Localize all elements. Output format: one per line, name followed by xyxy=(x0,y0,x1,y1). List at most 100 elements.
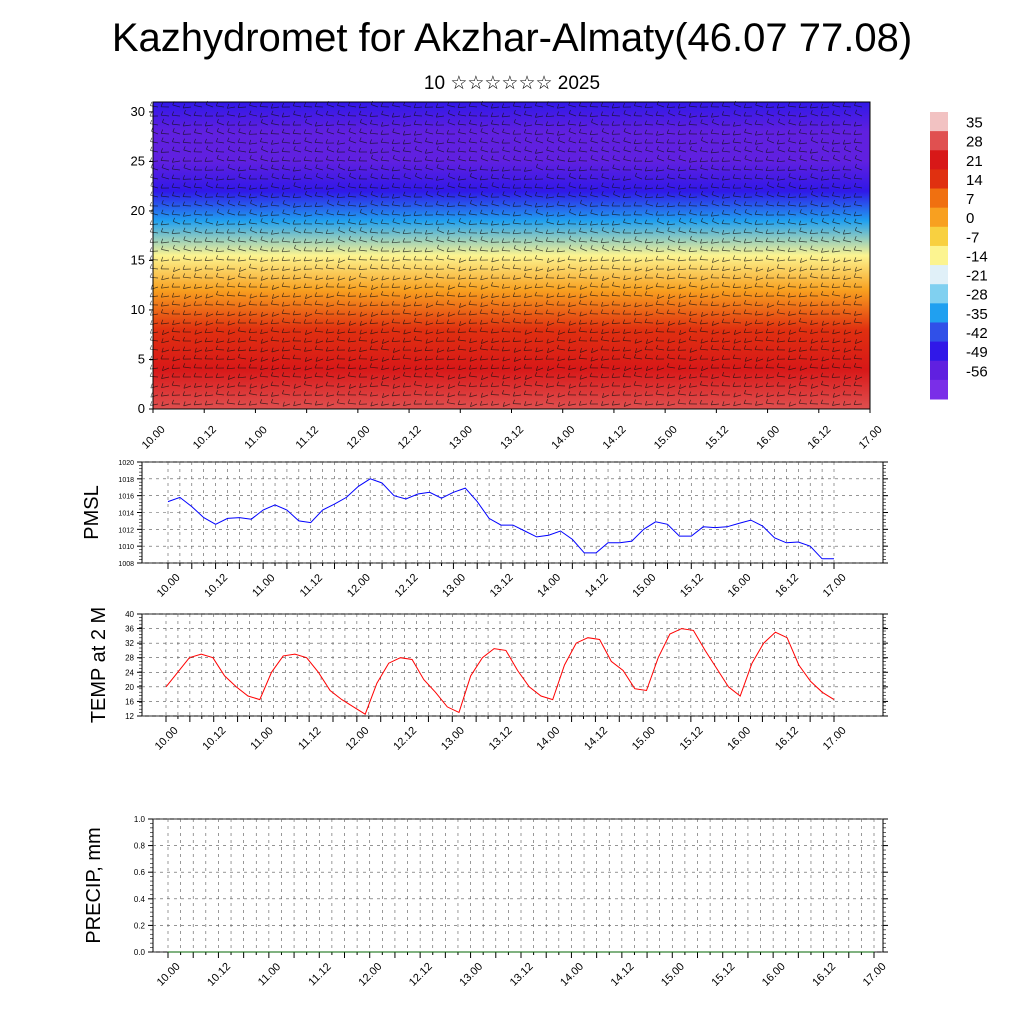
wind-barb-flag xyxy=(809,148,813,154)
precip-y-tick-label: 1.0 xyxy=(134,815,146,824)
wind-barb xyxy=(150,167,159,171)
wind-barb-flag xyxy=(644,184,648,190)
wind-barb xyxy=(568,205,577,208)
wind-barb-flag xyxy=(523,346,526,351)
wind-barb xyxy=(314,142,324,144)
wind-barb-flag xyxy=(315,172,318,177)
wind-barb-flag xyxy=(336,193,340,198)
wind-barb-flag xyxy=(161,338,164,343)
wind-barb-flag xyxy=(853,310,857,316)
wind-barb xyxy=(513,385,522,389)
wind-barb xyxy=(447,168,456,171)
wind-barb-flag xyxy=(732,274,736,280)
wind-barb-flag xyxy=(567,255,570,260)
wind-barb xyxy=(392,142,401,145)
wind-barb-flag xyxy=(315,257,318,262)
wind-barb xyxy=(249,158,258,162)
wind-barb xyxy=(249,393,258,396)
wind-barb-flag xyxy=(303,337,307,343)
wind-barb xyxy=(699,259,709,261)
wind-barb-flag xyxy=(788,182,791,186)
wind-barb xyxy=(635,349,643,354)
wind-barb-flag xyxy=(303,399,307,404)
wind-barb-flag xyxy=(776,218,780,223)
wind-barb-flag xyxy=(380,156,384,161)
wind-barb-flag xyxy=(271,119,274,124)
wind-barb xyxy=(260,249,269,252)
wind-barb-flag xyxy=(204,173,208,179)
wind-barb-flag xyxy=(435,184,439,190)
wind-barb-flag xyxy=(183,284,186,289)
wind-barb-flag xyxy=(149,345,153,350)
wind-barb xyxy=(271,277,280,280)
wind-barb-flag xyxy=(754,165,758,170)
wind-barb-flag xyxy=(710,337,714,342)
wind-barb xyxy=(711,241,720,244)
wind-barb xyxy=(668,295,676,300)
wind-barb-flag xyxy=(831,373,834,378)
wind-barb-flag xyxy=(216,383,219,389)
wind-barb-flag xyxy=(721,130,724,135)
wind-barb-flag xyxy=(292,354,295,359)
wind-barb-flag xyxy=(337,235,340,240)
wind-barb-flag xyxy=(567,273,570,278)
wind-barb-flag xyxy=(569,235,572,240)
wind-barb-flag xyxy=(227,163,230,168)
wind-barb-flag xyxy=(809,310,812,315)
wind-barb xyxy=(546,232,555,235)
wind-barb xyxy=(381,213,390,216)
wind-barb xyxy=(656,142,665,144)
wind-barb-flag xyxy=(446,202,449,207)
wind-barb-flag xyxy=(259,112,263,118)
wind-barb-flag xyxy=(149,220,152,225)
wind-barb-flag xyxy=(303,102,306,107)
wind-barb xyxy=(590,150,599,153)
wind-barb xyxy=(711,340,720,343)
wind-barb-flag xyxy=(414,284,417,290)
wind-barb xyxy=(854,142,863,144)
wind-barb xyxy=(260,122,269,126)
wind-barb-flag xyxy=(402,309,406,314)
wind-barb-flag xyxy=(479,344,483,350)
wind-barb-flag xyxy=(226,120,229,126)
wind-barb xyxy=(502,358,511,362)
wind-barb-flag xyxy=(645,110,648,115)
wind-barb-flag xyxy=(656,227,659,232)
wind-barb-flag xyxy=(402,112,406,118)
wind-barb-flag xyxy=(722,266,725,271)
wind-barb-flag xyxy=(237,353,241,358)
wind-barb-flag xyxy=(171,111,175,116)
wind-barb-flag xyxy=(347,101,351,106)
wind-barb-flag xyxy=(281,274,285,280)
wind-barb-flag xyxy=(226,255,229,261)
wind-barb xyxy=(767,304,775,308)
wind-barb-flag xyxy=(281,337,285,343)
wind-barb xyxy=(282,141,291,144)
wind-barb-flag xyxy=(281,247,285,252)
wind-barb xyxy=(645,403,654,406)
wind-barb-flag xyxy=(479,137,483,142)
wind-barb xyxy=(413,331,423,333)
wind-barb-flag xyxy=(501,138,504,144)
wind-barb xyxy=(348,375,357,378)
wind-barb-flag xyxy=(193,283,197,289)
wind-barb-flag xyxy=(380,345,384,350)
wind-barb-flag xyxy=(348,275,351,281)
wind-barb-flag xyxy=(591,118,594,123)
wind-barb-flag xyxy=(688,112,692,118)
wind-barb xyxy=(700,241,709,244)
wind-barb xyxy=(590,115,599,117)
wind-barb xyxy=(634,105,643,108)
wind-barb xyxy=(634,340,643,344)
wind-barb xyxy=(811,194,819,198)
wind-barb-flag xyxy=(457,110,461,115)
wind-barb-flag xyxy=(853,174,857,179)
wind-barb xyxy=(832,186,841,189)
wind-barb-flag xyxy=(721,157,724,162)
wind-barb-flag xyxy=(679,384,682,389)
wind-barb-flag xyxy=(611,236,615,241)
wind-barb-flag xyxy=(292,344,296,350)
wind-barb-flag xyxy=(623,218,626,223)
wind-barb xyxy=(590,259,599,262)
wind-barb xyxy=(547,322,555,326)
